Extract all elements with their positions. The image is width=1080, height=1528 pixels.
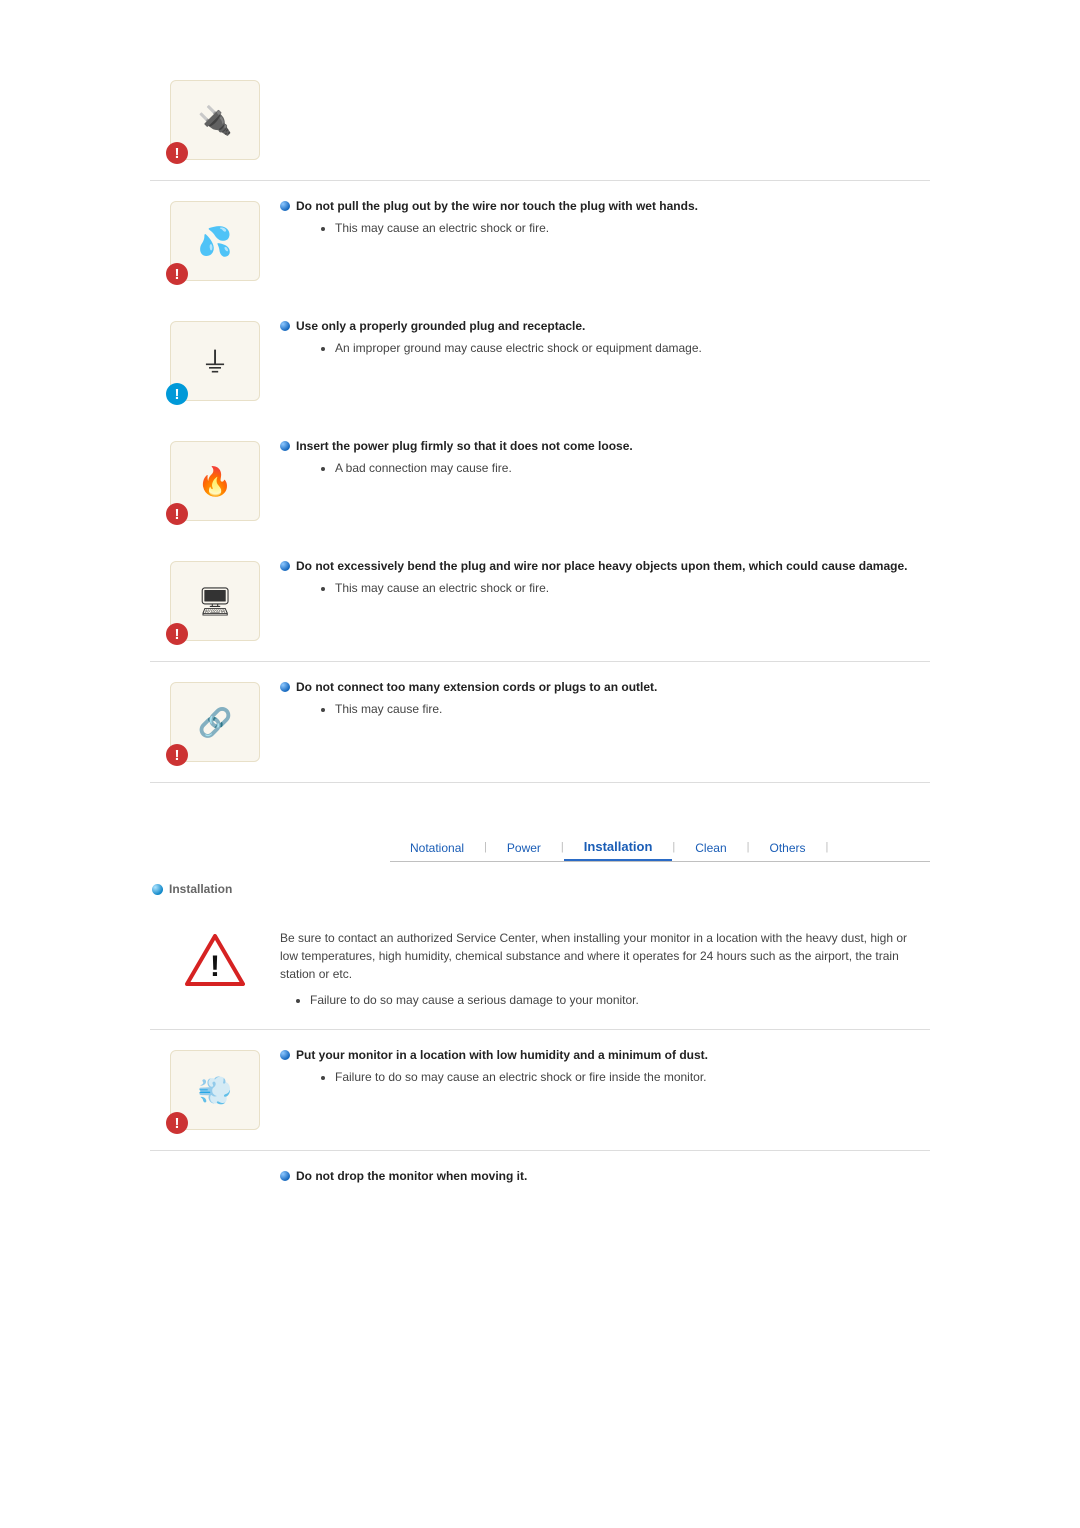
safety-icon: 🔗 ! [170, 682, 260, 762]
tab-others[interactable]: Others [749, 835, 825, 860]
safety-icon: 💦 ! [170, 201, 260, 281]
warning-badge-icon: ! [166, 503, 188, 525]
section-header: Installation [152, 882, 930, 896]
install-content: Put your monitor in a location with low … [280, 1045, 930, 1091]
install-intro: Be sure to contact an authorized Service… [280, 929, 920, 983]
install-content: Do not drop the monitor when moving it. [280, 1166, 930, 1194]
install-icon-col: 💨 ! [150, 1045, 280, 1135]
install-heading: Put your monitor in a location with low … [280, 1048, 920, 1062]
safety-icon: 🔌 ! [170, 80, 260, 160]
safety-icon-col: 💦 ! [150, 196, 280, 286]
divider [150, 782, 930, 783]
warning-triangle-icon: ! [180, 931, 250, 991]
safety-icon-col: 🔌 ! [150, 75, 280, 165]
safety-detail-list: A bad connection may cause fire. [280, 459, 920, 477]
safety-content: Do not connect too many extension cords … [280, 677, 930, 723]
warning-badge-icon: ! [166, 263, 188, 285]
bullet-icon [280, 1171, 290, 1181]
safety-heading-text: Do not connect too many extension cords … [296, 680, 657, 694]
safety-heading-text: Do not pull the plug out by the wire nor… [296, 199, 698, 213]
safety-item: 🔌 ! [150, 60, 930, 180]
safety-heading-text: Insert the power plug firmly so that it … [296, 439, 633, 453]
safety-heading: Do not excessively bend the plug and wir… [280, 559, 920, 573]
install-content: Be sure to contact an authorized Service… [280, 926, 930, 1014]
icon-glyph: 🖥 [197, 585, 233, 618]
tabs-row: Notational | Power | Installation | Clea… [150, 833, 930, 862]
icon-glyph: 💨 [198, 1074, 233, 1107]
safety-item: ⏚ ! Use only a properly grounded plug an… [150, 301, 930, 421]
safety-content: Insert the power plug firmly so that it … [280, 436, 930, 482]
warning-badge-icon: ! [166, 1112, 188, 1134]
install-detail: Failure to do so may cause an electric s… [335, 1068, 920, 1086]
warning-badge-icon: ! [166, 744, 188, 766]
safety-icon-col: ⏚ ! [150, 316, 280, 406]
install-icon-col: ! [150, 926, 280, 996]
bullet-icon [280, 561, 290, 571]
tabs: Notational | Power | Installation | Clea… [390, 833, 930, 862]
install-icon: 💨 ! [170, 1050, 260, 1130]
page-container: 🔌 ! 💦 ! Do not pull the plug out by the … [150, 0, 930, 1239]
warning-badge-icon: ! [166, 142, 188, 164]
install-detail-list: Failure to do so may cause an electric s… [280, 1068, 920, 1086]
safety-content: Do not excessively bend the plug and wir… [280, 556, 930, 602]
safety-icon-col: 🖥 ! [150, 556, 280, 646]
safety-item: 🔗 ! Do not connect too many extension co… [150, 662, 930, 782]
safety-item: 💦 ! Do not pull the plug out by the wire… [150, 181, 930, 301]
install-item: 💨 ! Put your monitor in a location with … [150, 1030, 930, 1150]
safety-heading: Insert the power plug firmly so that it … [280, 439, 920, 453]
safety-detail-list: An improper ground may cause electric sh… [280, 339, 920, 357]
safety-item: 🔥 ! Insert the power plug firmly so that… [150, 421, 930, 541]
safety-detail: An improper ground may cause electric sh… [335, 339, 920, 357]
tab-notational[interactable]: Notational [390, 835, 484, 860]
bullet-icon [280, 321, 290, 331]
safety-icon: 🔥 ! [170, 441, 260, 521]
icon-glyph: 🔗 [198, 706, 233, 739]
warning-badge-icon: ! [166, 623, 188, 645]
tab-separator: | [826, 841, 829, 853]
icon-glyph: 🔥 [198, 465, 233, 498]
install-heading: Do not drop the monitor when moving it. [280, 1169, 920, 1183]
safety-content: Do not pull the plug out by the wire nor… [280, 196, 930, 242]
svg-text:!: ! [210, 950, 220, 983]
install-detail-list: Failure to do so may cause a serious dam… [280, 991, 920, 1009]
safety-item: 🖥 ! Do not excessively bend the plug and… [150, 541, 930, 661]
install-heading-text: Put your monitor in a location with low … [296, 1048, 708, 1062]
icon-glyph: 🔌 [198, 104, 233, 137]
safety-icon-col: 🔗 ! [150, 677, 280, 767]
bullet-icon [280, 1050, 290, 1060]
safety-heading: Do not connect too many extension cords … [280, 680, 920, 694]
bullet-icon [280, 441, 290, 451]
tab-installation[interactable]: Installation [564, 833, 673, 861]
safety-heading-text: Use only a properly grounded plug and re… [296, 319, 585, 333]
install-icon-col [150, 1166, 280, 1176]
tab-power[interactable]: Power [487, 835, 561, 860]
safety-heading-text: Do not excessively bend the plug and wir… [296, 559, 907, 573]
bullet-icon [280, 201, 290, 211]
safety-detail-list: This may cause fire. [280, 700, 920, 718]
safety-heading: Use only a properly grounded plug and re… [280, 319, 920, 333]
section-title: Installation [169, 882, 232, 896]
install-detail: Failure to do so may cause a serious dam… [310, 991, 920, 1009]
safety-detail: This may cause an electric shock or fire… [335, 579, 920, 597]
safety-icon-col: 🔥 ! [150, 436, 280, 526]
bullet-icon [280, 682, 290, 692]
info-badge-icon: ! [166, 383, 188, 405]
safety-heading: Do not pull the plug out by the wire nor… [280, 199, 920, 213]
safety-icon: ⏚ ! [170, 321, 260, 401]
install-item: Do not drop the monitor when moving it. [150, 1151, 930, 1209]
safety-detail-list: This may cause an electric shock or fire… [280, 219, 920, 237]
icon-glyph: 💦 [198, 225, 233, 258]
section-bullet-icon [152, 884, 163, 895]
safety-detail: This may cause fire. [335, 700, 920, 718]
safety-icon: 🖥 ! [170, 561, 260, 641]
install-item: ! Be sure to contact an authorized Servi… [150, 911, 930, 1029]
install-heading-text: Do not drop the monitor when moving it. [296, 1169, 527, 1183]
safety-content: Use only a properly grounded plug and re… [280, 316, 930, 362]
safety-detail: This may cause an electric shock or fire… [335, 219, 920, 237]
icon-glyph: ⏚ [201, 341, 229, 381]
safety-detail-list: This may cause an electric shock or fire… [280, 579, 920, 597]
safety-detail: A bad connection may cause fire. [335, 459, 920, 477]
safety-content [280, 75, 930, 83]
tab-clean[interactable]: Clean [675, 835, 746, 860]
